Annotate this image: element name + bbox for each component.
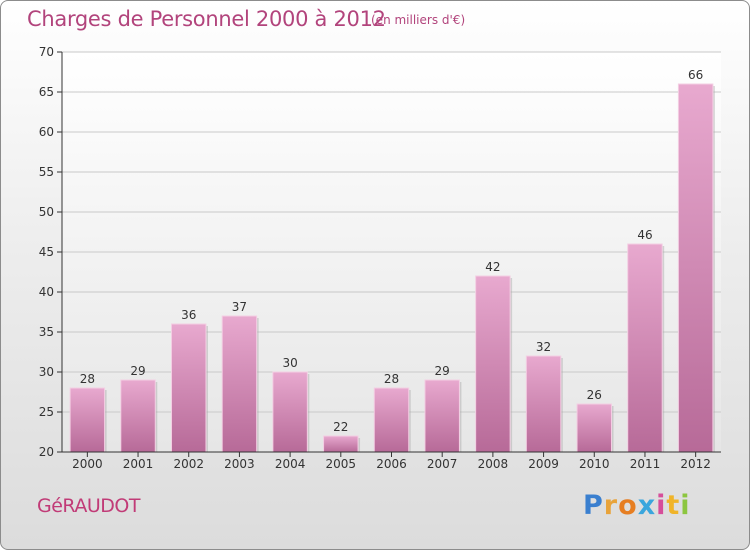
chart-title: Charges de Personnel 2000 à 2012	[27, 7, 386, 31]
x-tick-label: 2003	[224, 457, 255, 471]
y-tick-label: 70	[39, 45, 54, 59]
bar-value-label: 28	[384, 372, 399, 386]
brand-letter: P	[583, 490, 604, 521]
x-tick-label: 2009	[528, 457, 559, 471]
bar	[576, 403, 613, 453]
bar-value-label: 42	[485, 260, 500, 274]
x-tick-label: 2005	[326, 457, 357, 471]
commune-name: GéRAUDOT	[37, 495, 140, 517]
y-tick-label: 25	[39, 405, 54, 419]
unit-note: (en milliers d'€)	[371, 13, 466, 27]
y-tick-label: 20	[39, 445, 54, 459]
bar	[69, 387, 106, 453]
bar-value-label: 32	[536, 340, 551, 354]
y-tick-label: 50	[39, 205, 54, 219]
y-tick-label: 55	[39, 165, 54, 179]
y-tick-label: 45	[39, 245, 54, 259]
bar-value-label: 46	[637, 228, 652, 242]
bar	[373, 387, 410, 453]
bar-value-label: 29	[130, 364, 145, 378]
bar	[677, 83, 714, 453]
x-tick-label: 2004	[275, 457, 306, 471]
bar	[170, 323, 207, 453]
y-tick-label: 65	[39, 85, 54, 99]
bar	[272, 371, 308, 453]
x-tick-label: 2002	[173, 457, 204, 471]
bar-value-label: 37	[232, 300, 247, 314]
bar-value-label: 22	[333, 420, 348, 434]
brand-letter: o	[618, 490, 638, 521]
bar-value-label: 29	[435, 364, 450, 378]
bar	[627, 243, 663, 453]
bar	[120, 379, 156, 453]
bar-value-label: 36	[181, 308, 196, 322]
bar-value-label: 66	[688, 68, 703, 82]
x-tick-label: 2000	[72, 457, 103, 471]
y-tick-label: 35	[39, 325, 54, 339]
bar	[424, 379, 460, 453]
x-tick-label: 2012	[680, 457, 711, 471]
brand-letter: t	[666, 490, 681, 521]
bar-value-label: 28	[80, 372, 95, 386]
brand-letter: i	[656, 490, 667, 521]
brand-letter: r	[603, 490, 619, 521]
x-tick-label: 2008	[478, 457, 509, 471]
x-tick-label: 2010	[579, 457, 610, 471]
x-tick-label: 2007	[427, 457, 458, 471]
bar	[221, 315, 258, 453]
bar	[323, 435, 359, 453]
x-tick-label: 2006	[376, 457, 407, 471]
y-tick-label: 60	[39, 125, 54, 139]
x-tick-label: 2001	[123, 457, 154, 471]
y-tick-label: 30	[39, 365, 54, 379]
brand-letter: x	[637, 490, 657, 521]
bar	[525, 355, 562, 453]
bars: 28 29 36 37 30 22 28 29 42 32 26 46 66	[69, 68, 715, 453]
bar	[475, 275, 511, 453]
proxiti-logo: Proxiti	[583, 490, 691, 521]
bar-value-label: 30	[282, 356, 297, 370]
y-tick-label: 40	[39, 285, 54, 299]
x-tick-label: 2011	[630, 457, 661, 471]
bar-value-label: 26	[587, 388, 602, 402]
axes: 20 25 30 35 40 45 50 55 60 65 70 2000 2001 2002 2003 20…	[39, 45, 721, 471]
brand-letter: i	[680, 490, 691, 521]
